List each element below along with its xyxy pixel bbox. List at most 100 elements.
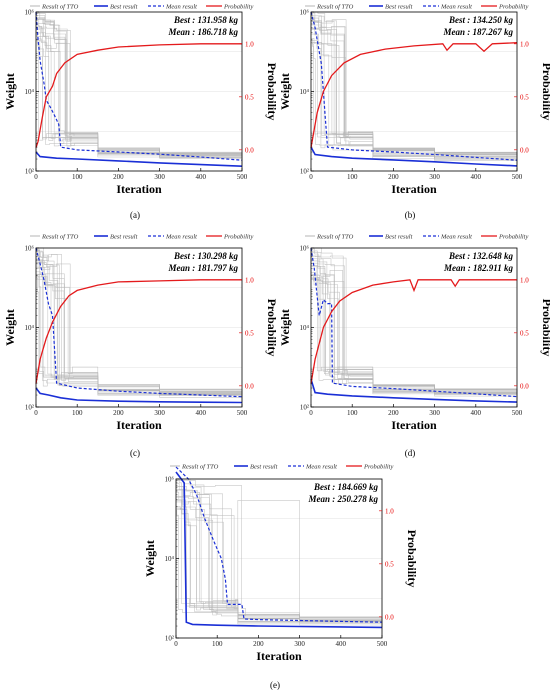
tto-run (36, 263, 243, 399)
x-tick-label: 200 (388, 409, 399, 417)
x-tick-label: 100 (212, 640, 223, 648)
legend-label-best: Best result (250, 464, 278, 471)
y-axis-left: 10² 10⁴ 10⁶ (165, 476, 179, 643)
y-axis-title: Weight (143, 540, 157, 577)
x-tick-label: 500 (512, 173, 523, 181)
tto-run (311, 42, 518, 161)
y2-tick-label: 0.5 (245, 329, 254, 337)
x-tick-label: 400 (196, 409, 207, 417)
y2-tick-label: 0.5 (520, 93, 529, 101)
series-result-of-tto (36, 12, 243, 166)
y-tick-label: 10² (165, 635, 174, 643)
y-tick-label: 10² (25, 168, 34, 176)
y-axis-right: 0.0 0.5 1.0 (239, 40, 254, 154)
panel-caption: (a) (130, 210, 140, 220)
tto-run (311, 260, 518, 395)
chart-panel-a: Result of TTO Best result Mean result Proba… (3, 4, 279, 221)
series-mean-result (35, 247, 243, 398)
x-axis: 0 100 200 300 400 500 (34, 404, 248, 417)
x-axis-title: Iteration (116, 182, 162, 196)
legend-label-best: Best result (385, 4, 413, 11)
legend-label-tto: Result of TTO (316, 234, 354, 241)
y-tick-label: 10⁶ (165, 476, 175, 484)
x-axis-title: Iteration (391, 182, 437, 196)
x-tick-label: 400 (336, 640, 347, 648)
series-mean-result (35, 11, 243, 161)
chart-panel-e: Result of TTO Best result Mean result Proba… (143, 464, 419, 691)
legend-label-mean: Mean result (440, 234, 472, 241)
y-tick-label: 10² (25, 404, 34, 412)
tto-run (311, 42, 518, 159)
x-tick-label: 0 (309, 173, 313, 181)
tto-run (176, 496, 383, 622)
tto-run (311, 17, 518, 164)
x-axis-title: Iteration (256, 649, 302, 663)
legend-label-prob: Probability (363, 464, 393, 471)
series-probability (35, 279, 242, 384)
y-axis-title: Weight (3, 73, 17, 110)
tto-run (36, 276, 243, 398)
y-axis-title: Weight (278, 73, 292, 110)
y-axis-left: 10² 10⁴ 10⁶ (300, 245, 314, 412)
tto-run (176, 486, 383, 627)
panel-caption: (d) (405, 448, 416, 458)
panel-caption: (e) (270, 680, 280, 690)
best-annotation: Best : 130.298 kg (173, 251, 238, 261)
x-tick-label: 100 (72, 409, 83, 417)
y2-tick-label: 1.0 (385, 507, 394, 515)
x-axis: 0 100 200 300 400 500 (309, 404, 523, 417)
y-axis-left: 10² 10⁴ 10⁶ (300, 9, 314, 176)
x-tick-label: 400 (196, 173, 207, 181)
tto-run (311, 273, 518, 401)
tto-run (311, 20, 518, 161)
legend-label-tto: Result of TTO (41, 234, 79, 241)
tto-run (176, 480, 383, 622)
legend-label-mean: Mean result (305, 464, 337, 471)
y-tick-label: 10⁴ (25, 88, 35, 96)
legend-label-best: Best result (385, 234, 413, 241)
y2-tick-label: 1.0 (245, 40, 254, 48)
x-axis: 0 100 200 300 400 500 (34, 168, 248, 181)
x-tick-label: 100 (347, 173, 358, 181)
x-tick-label: 0 (174, 640, 178, 648)
x-axis: 0 100 200 300 400 500 (174, 635, 388, 648)
y2-tick-label: 0.0 (245, 382, 254, 390)
y-tick-label: 10⁶ (300, 9, 310, 17)
series-result-of-tto (311, 11, 518, 166)
mean-annotation: Mean : 181.797 kg (168, 263, 239, 273)
x-tick-label: 300 (429, 409, 440, 417)
y2-tick-label: 0.5 (385, 560, 394, 568)
tto-run (311, 24, 518, 159)
x-tick-label: 200 (113, 173, 124, 181)
tto-run (36, 274, 243, 400)
x-tick-label: 100 (347, 409, 358, 417)
y-tick-label: 10⁶ (25, 9, 35, 17)
y-axis-right: 0.0 0.5 1.0 (239, 276, 254, 390)
x-tick-label: 200 (253, 640, 264, 648)
x-tick-label: 300 (154, 409, 165, 417)
x-tick-label: 200 (388, 173, 399, 181)
chart-panel-d: Result of TTO Best result Mean result Proba… (278, 234, 550, 459)
x-axis: 0 100 200 300 400 500 (309, 168, 523, 181)
series-best-result (310, 378, 518, 403)
x-tick-label: 400 (471, 409, 482, 417)
series-best-result (35, 151, 243, 167)
x-tick-label: 0 (34, 409, 38, 417)
y-tick-label: 10⁴ (25, 324, 35, 332)
tto-run (176, 507, 383, 628)
tto-run (311, 17, 518, 163)
y-axis-right: 0.0 0.5 1.0 (514, 40, 529, 154)
best-annotation: Best : 131.958 kg (173, 15, 238, 25)
y-tick-label: 10⁶ (25, 245, 35, 253)
chart-panel-b: Result of TTO Best result Mean result Proba… (278, 4, 550, 221)
y-axis-right: 0.0 0.5 1.0 (514, 276, 529, 390)
y2-tick-label: 0.0 (520, 146, 529, 154)
series-best-result (35, 387, 243, 404)
y-axis-left: 10² 10⁴ 10⁶ (25, 245, 39, 412)
tto-run (311, 27, 518, 161)
series-best-result (310, 146, 518, 167)
y-axis-title: Weight (3, 309, 17, 346)
y2-axis-title: Probability (540, 299, 550, 357)
x-tick-label: 100 (72, 173, 83, 181)
